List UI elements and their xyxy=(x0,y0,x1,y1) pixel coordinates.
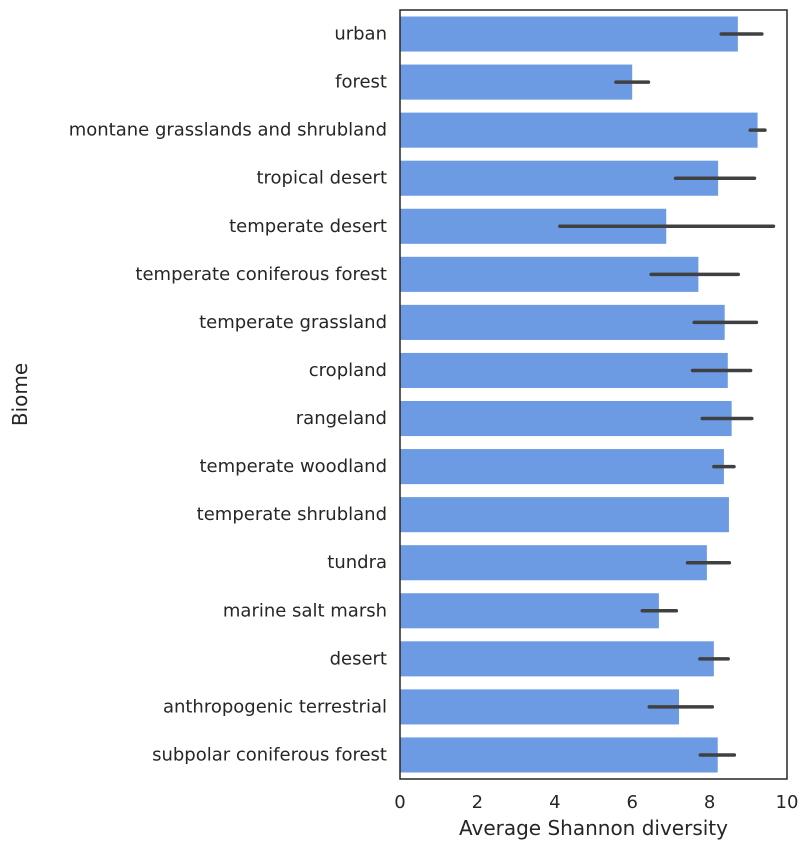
x-tick-label: 6 xyxy=(626,792,637,813)
bar-desert xyxy=(400,641,714,677)
bar-tropical-desert xyxy=(400,160,719,196)
y-tick-labels: urban forest montane grasslands and shrubl… xyxy=(69,24,387,766)
x-axis-label: Average Shannon diversity xyxy=(459,816,728,840)
y-tick-label: tropical desert xyxy=(256,168,387,189)
y-tick-label: urban xyxy=(334,24,387,45)
x-tick-label: 0 xyxy=(394,792,405,813)
bar-rangeland xyxy=(400,400,732,437)
y-tick-label: desert xyxy=(330,648,387,669)
y-tick-label: rangeland xyxy=(296,408,387,429)
x-tick-label: 4 xyxy=(549,792,560,813)
y-tick-label: marine salt marsh xyxy=(223,600,387,621)
y-tick-label: montane grasslands and shrubland xyxy=(69,120,387,141)
bar-forest xyxy=(400,64,633,100)
bar-subpolar-coniferous-forest xyxy=(400,737,718,773)
y-tick-label: temperate shrubland xyxy=(197,504,387,525)
bar-cropland xyxy=(400,352,728,389)
bar-temperate-coniferous-forest xyxy=(400,256,699,292)
y-tick-label: temperate desert xyxy=(229,216,387,237)
x-tick-label: 10 xyxy=(776,792,799,813)
bar-temperate-woodland xyxy=(400,449,724,485)
x-tick-label: 2 xyxy=(472,792,483,813)
y-tick-label: cropland xyxy=(309,360,387,381)
y-tick-label: forest xyxy=(335,72,387,93)
y-tick-label: temperate grassland xyxy=(199,312,387,333)
y-tick-label: temperate coniferous forest xyxy=(135,264,387,285)
bar-tundra xyxy=(400,545,707,581)
bar-temperate-shrubland xyxy=(400,497,729,533)
y-tick-label: temperate woodland xyxy=(200,456,388,477)
y-tick-label: tundra xyxy=(327,552,387,573)
bar-marine-salt-marsh xyxy=(400,593,659,629)
bar-temperate-grassland xyxy=(400,304,725,340)
x-tick-label: 8 xyxy=(704,792,715,813)
bar-montane-grasslands-and-shrubland xyxy=(400,112,758,148)
bars-group xyxy=(400,16,758,773)
y-tick-label: anthropogenic terrestrial xyxy=(163,696,387,717)
errorbars-group xyxy=(558,32,776,757)
y-axis-label: Biome xyxy=(8,363,32,426)
bar-urban xyxy=(400,16,738,52)
bar-anthropogenic-terrestrial xyxy=(400,689,680,725)
plot-frame xyxy=(399,9,788,780)
y-tick-label: subpolar coniferous forest xyxy=(152,744,387,765)
x-tick-labels: 0 2 4 6 8 10 xyxy=(394,792,798,813)
